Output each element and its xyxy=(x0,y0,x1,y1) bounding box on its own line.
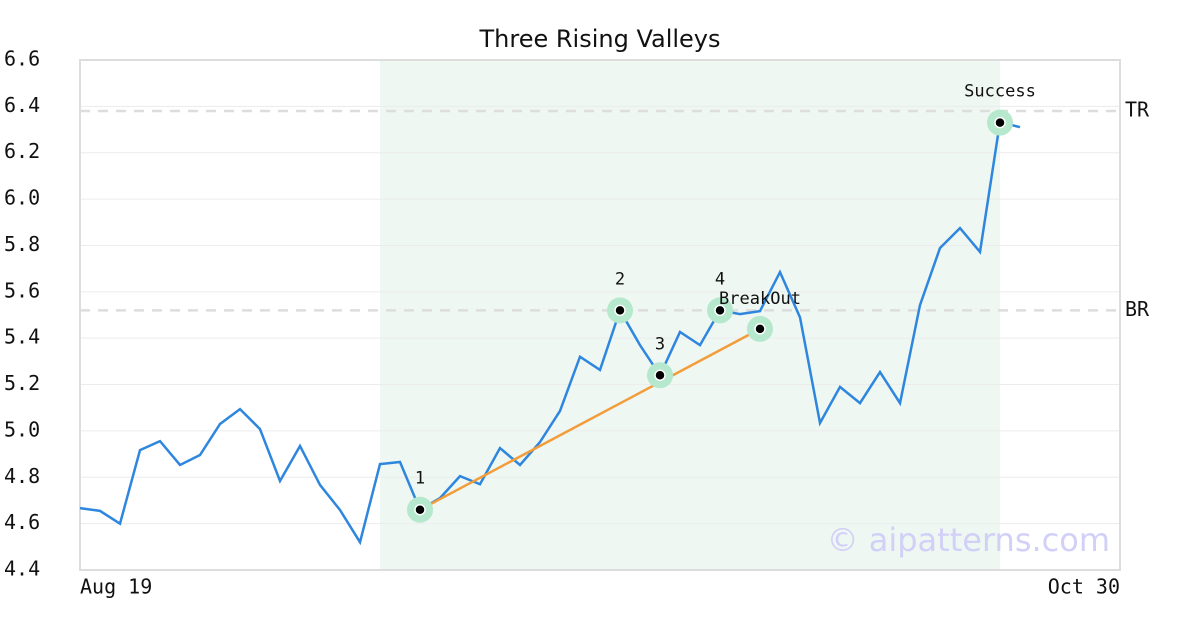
x-tick-label: Oct 30 xyxy=(1048,575,1120,599)
y-tick-label: 4.8 xyxy=(4,464,40,488)
highlight-region xyxy=(380,60,1000,570)
pattern-label: 4 xyxy=(715,269,725,289)
trendline xyxy=(419,327,761,511)
pattern-label: BreakOut xyxy=(719,289,801,309)
pattern-point xyxy=(754,323,766,335)
pattern-label: Success xyxy=(964,82,1036,102)
level-label: TR xyxy=(1125,98,1150,122)
y-tick-label: 6.4 xyxy=(4,93,40,117)
pattern-point xyxy=(714,304,726,317)
pattern-label: 1 xyxy=(415,469,425,489)
y-tick-label: 4.6 xyxy=(4,510,40,534)
plot-frame xyxy=(79,59,1121,571)
pattern-label: 2 xyxy=(615,269,625,289)
y-tick-label: 5.2 xyxy=(4,371,40,395)
y-tick-label: 5.6 xyxy=(4,278,40,302)
chart-title: Three Rising Valleys xyxy=(478,25,720,53)
pattern-point xyxy=(414,503,426,516)
price-line xyxy=(79,120,1021,546)
y-tick-label: 4.4 xyxy=(4,557,40,581)
pattern-point xyxy=(654,369,666,382)
y-tick-label: 5.0 xyxy=(4,417,40,441)
pattern-label: 3 xyxy=(655,334,665,354)
x-tick-label: Aug 19 xyxy=(80,575,152,599)
y-tick-label: 6.2 xyxy=(4,139,40,163)
y-tick-label: 6.0 xyxy=(4,186,40,210)
pattern-point xyxy=(994,116,1006,129)
y-tick-label: 5.4 xyxy=(4,325,40,349)
y-tick-label: 5.8 xyxy=(4,232,40,256)
watermark: © aipatterns.com xyxy=(827,521,1110,559)
y-tick-label: 6.6 xyxy=(4,47,40,71)
pattern-point xyxy=(614,304,626,317)
level-label: BR xyxy=(1125,297,1150,321)
